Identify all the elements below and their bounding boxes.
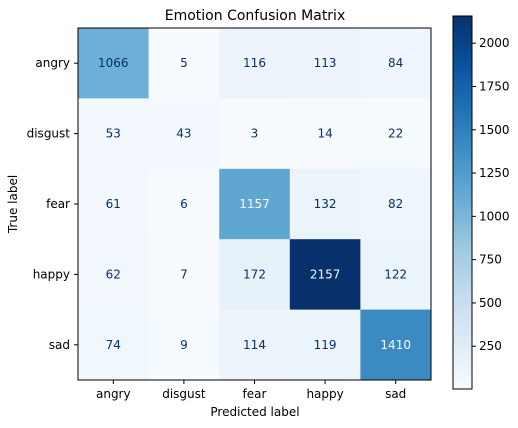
x-tick-label: disgust [162,387,206,401]
x-axis: angry disgust fear happy sad [96,380,406,401]
x-axis-label: Predicted label [210,405,299,419]
cell-value-label: 82 [388,197,403,211]
cell-value-label: 1410 [380,338,411,352]
colorbar-tick-label: 250 [479,339,502,353]
x-tick-label: sad [385,387,406,401]
cell-value-label: 122 [384,267,407,281]
y-tick-label: sad [49,338,70,352]
cell-value-label: 3 [251,127,259,141]
x-tick-label: angry [96,387,131,401]
cell-value-label: 119 [314,338,337,352]
cell-value-label: 53 [106,127,121,141]
y-axis-label: True label [6,175,20,234]
cell-value-label: 7 [180,267,188,281]
colorbar-tick-label: 1500 [479,123,510,137]
cell-value-label: 9 [180,338,188,352]
y-tick-label: angry [35,56,70,70]
cell-value-label: 1066 [98,56,129,70]
colorbar-tick-label: 2000 [479,36,510,50]
colorbar-tick-label: 1250 [479,166,510,180]
y-tick-label: fear [46,197,70,211]
colorbar [453,16,472,389]
cell-value-label: 43 [176,127,191,141]
cell-value-label: 6 [180,197,188,211]
y-tick-label: disgust [27,127,71,141]
colorbar-tick-label: 750 [479,253,502,267]
cell-value-label: 61 [106,197,121,211]
cell-value-label: 5 [180,56,188,70]
cell-value-label: 22 [388,127,403,141]
cell-value-label: 114 [243,338,266,352]
cell-value-label: 2157 [310,267,341,281]
chart-title: Emotion Confusion Matrix [165,8,345,24]
cell-value-label: 172 [243,267,266,281]
cell-value-label: 116 [243,56,266,70]
colorbar-tick-label: 1000 [479,209,510,223]
colorbar-tick-label: 500 [479,296,502,310]
y-tick-label: happy [33,267,70,281]
cell-value-label: 84 [388,56,403,70]
x-tick-label: happy [306,387,343,401]
cell-value-label: 14 [317,127,332,141]
colorbar-ticks: 250 500 750 1000 1250 1500 1750 2000 [472,36,510,353]
cell-value-label: 132 [314,197,337,211]
x-tick-label: fear [243,387,267,401]
cell-value-label: 1157 [239,197,270,211]
cell-value-label: 62 [106,267,121,281]
cell-value-label: 113 [314,56,337,70]
cell-value-label: 74 [106,338,121,352]
y-axis: angry disgust fear happy sad [27,56,78,352]
colorbar-tick-label: 1750 [479,79,510,93]
